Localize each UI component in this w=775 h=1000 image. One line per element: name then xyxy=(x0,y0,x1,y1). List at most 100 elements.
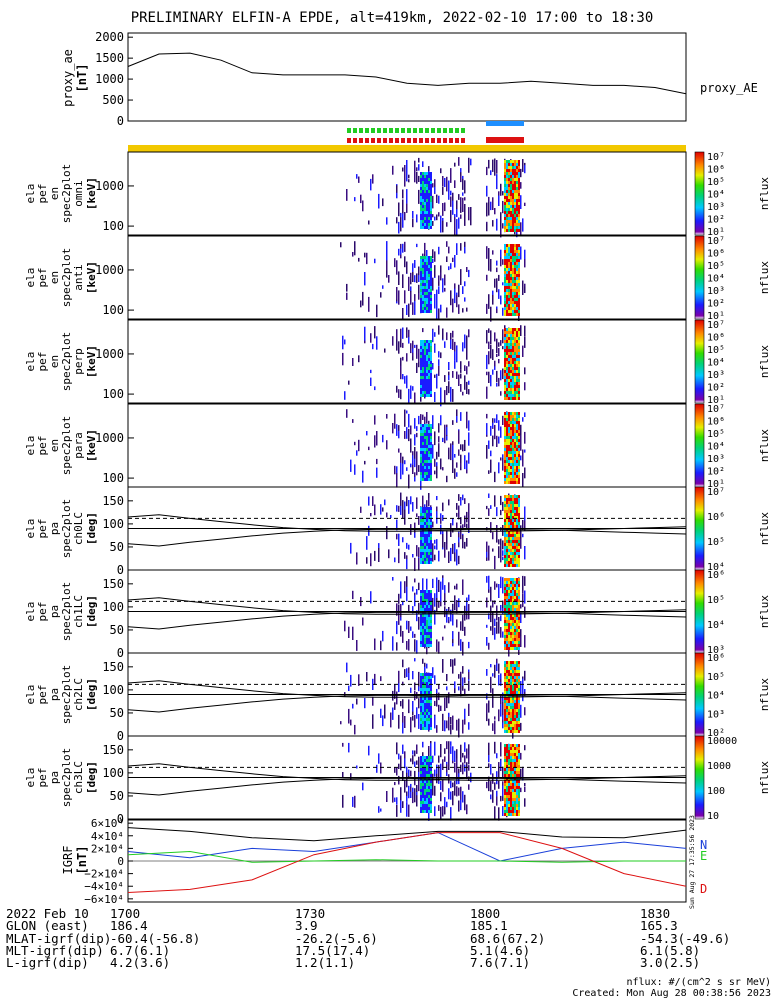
flux-pixel xyxy=(506,504,508,507)
colorbar-tick-label: 10⁵ xyxy=(707,261,725,272)
flux-pixel xyxy=(424,602,426,605)
flux-pixel xyxy=(514,727,516,730)
flux-pixel xyxy=(456,512,458,517)
flux-pixel xyxy=(424,531,426,534)
flux-pixel xyxy=(434,675,436,685)
flux-pixel xyxy=(498,807,500,821)
flux-pixel xyxy=(506,481,508,484)
flux-pixel xyxy=(420,352,422,355)
flux-pixel xyxy=(420,424,422,427)
flux-pixel xyxy=(508,786,510,789)
flux-pixel xyxy=(516,813,518,816)
flux-pixel xyxy=(348,626,350,638)
flux-pixel xyxy=(504,274,506,277)
flux-pixel xyxy=(422,635,424,638)
flux-pixel xyxy=(510,262,512,265)
flux-pixel xyxy=(508,632,510,635)
flux-pixel xyxy=(460,786,462,800)
flux-pixel xyxy=(518,676,520,679)
flux-pixel xyxy=(424,783,426,786)
flux-pixel xyxy=(420,217,422,220)
flux-pixel xyxy=(422,376,424,379)
flux-pixel xyxy=(414,344,416,348)
flux-pixel xyxy=(488,545,490,557)
flux-pixel xyxy=(518,697,520,700)
flux-pixel xyxy=(426,436,428,439)
flux-pixel xyxy=(420,614,422,617)
flux-pixel xyxy=(422,226,424,229)
flux-pixel xyxy=(516,682,518,685)
flux-pixel xyxy=(434,545,436,550)
flux-pixel xyxy=(516,214,518,217)
flux-pixel xyxy=(508,546,510,549)
flux-pixel xyxy=(430,620,432,623)
flux-pixel xyxy=(518,190,520,193)
flux-pixel xyxy=(514,552,516,555)
flux-pixel xyxy=(388,549,390,559)
flux-pixel xyxy=(508,262,510,265)
flux-pixel xyxy=(420,394,422,397)
flux-pixel xyxy=(444,748,446,754)
flux-pixel xyxy=(500,544,502,559)
flux-pixel xyxy=(424,367,426,370)
flux-pixel xyxy=(504,184,506,187)
flux-pixel xyxy=(516,280,518,283)
flux-pixel xyxy=(422,391,424,394)
flux-pixel xyxy=(450,386,452,402)
flux-pixel xyxy=(522,159,524,169)
flux-pixel xyxy=(514,602,516,605)
flux-pixel xyxy=(506,295,508,298)
flux-pixel xyxy=(518,217,520,220)
flux-pixel xyxy=(514,513,516,516)
flux-pixel xyxy=(426,460,428,463)
flux-pixel xyxy=(428,626,430,629)
flux-pixel xyxy=(506,673,508,676)
flux-pixel xyxy=(512,376,514,379)
flux-pixel xyxy=(516,388,518,391)
flux-pixel xyxy=(518,472,520,475)
flux-pixel xyxy=(426,223,428,226)
flux-pixel xyxy=(450,263,452,270)
flux-pixel xyxy=(430,259,432,262)
flux-pixel xyxy=(490,764,492,775)
flux-pixel xyxy=(516,304,518,307)
flux-pixel xyxy=(422,774,424,777)
colorbar-tick-label: 10⁴ xyxy=(707,620,725,631)
flux-pixel xyxy=(450,332,452,346)
flux-pixel xyxy=(494,720,496,735)
flux-pixel xyxy=(428,430,430,433)
flux-pixel xyxy=(518,679,520,682)
flux-pixel xyxy=(420,475,422,478)
flux-pixel xyxy=(428,676,430,679)
flux-pixel xyxy=(514,768,516,771)
flux-pixel xyxy=(424,469,426,472)
flux-pixel xyxy=(490,450,492,457)
flux-pixel xyxy=(422,546,424,549)
flux-pixel xyxy=(510,664,512,667)
flux-pixel xyxy=(508,558,510,561)
flux-pixel xyxy=(424,789,426,792)
flux-pixel xyxy=(510,504,512,507)
flux-pixel xyxy=(520,455,522,461)
flux-pixel xyxy=(430,540,432,543)
flux-pixel xyxy=(400,625,402,637)
flux-pixel xyxy=(518,549,520,552)
flux-pixel xyxy=(448,697,450,704)
flux-pixel xyxy=(506,697,508,700)
flux-pixel xyxy=(518,466,520,469)
flux-pixel xyxy=(420,277,422,280)
flux-pixel xyxy=(428,810,430,813)
flux-pixel xyxy=(502,223,504,229)
flux-pixel xyxy=(500,742,502,757)
flux-pixel xyxy=(512,730,514,733)
flux-pixel xyxy=(438,195,440,204)
flux-pixel xyxy=(516,623,518,626)
flux-pixel xyxy=(514,262,516,265)
flux-pixel xyxy=(382,198,384,207)
flux-pixel xyxy=(428,286,430,289)
flux-pixel xyxy=(504,346,506,349)
flux-pixel xyxy=(514,430,516,433)
flux-pixel xyxy=(512,537,514,540)
flux-pixel xyxy=(518,516,520,519)
flux-pixel xyxy=(518,313,520,316)
